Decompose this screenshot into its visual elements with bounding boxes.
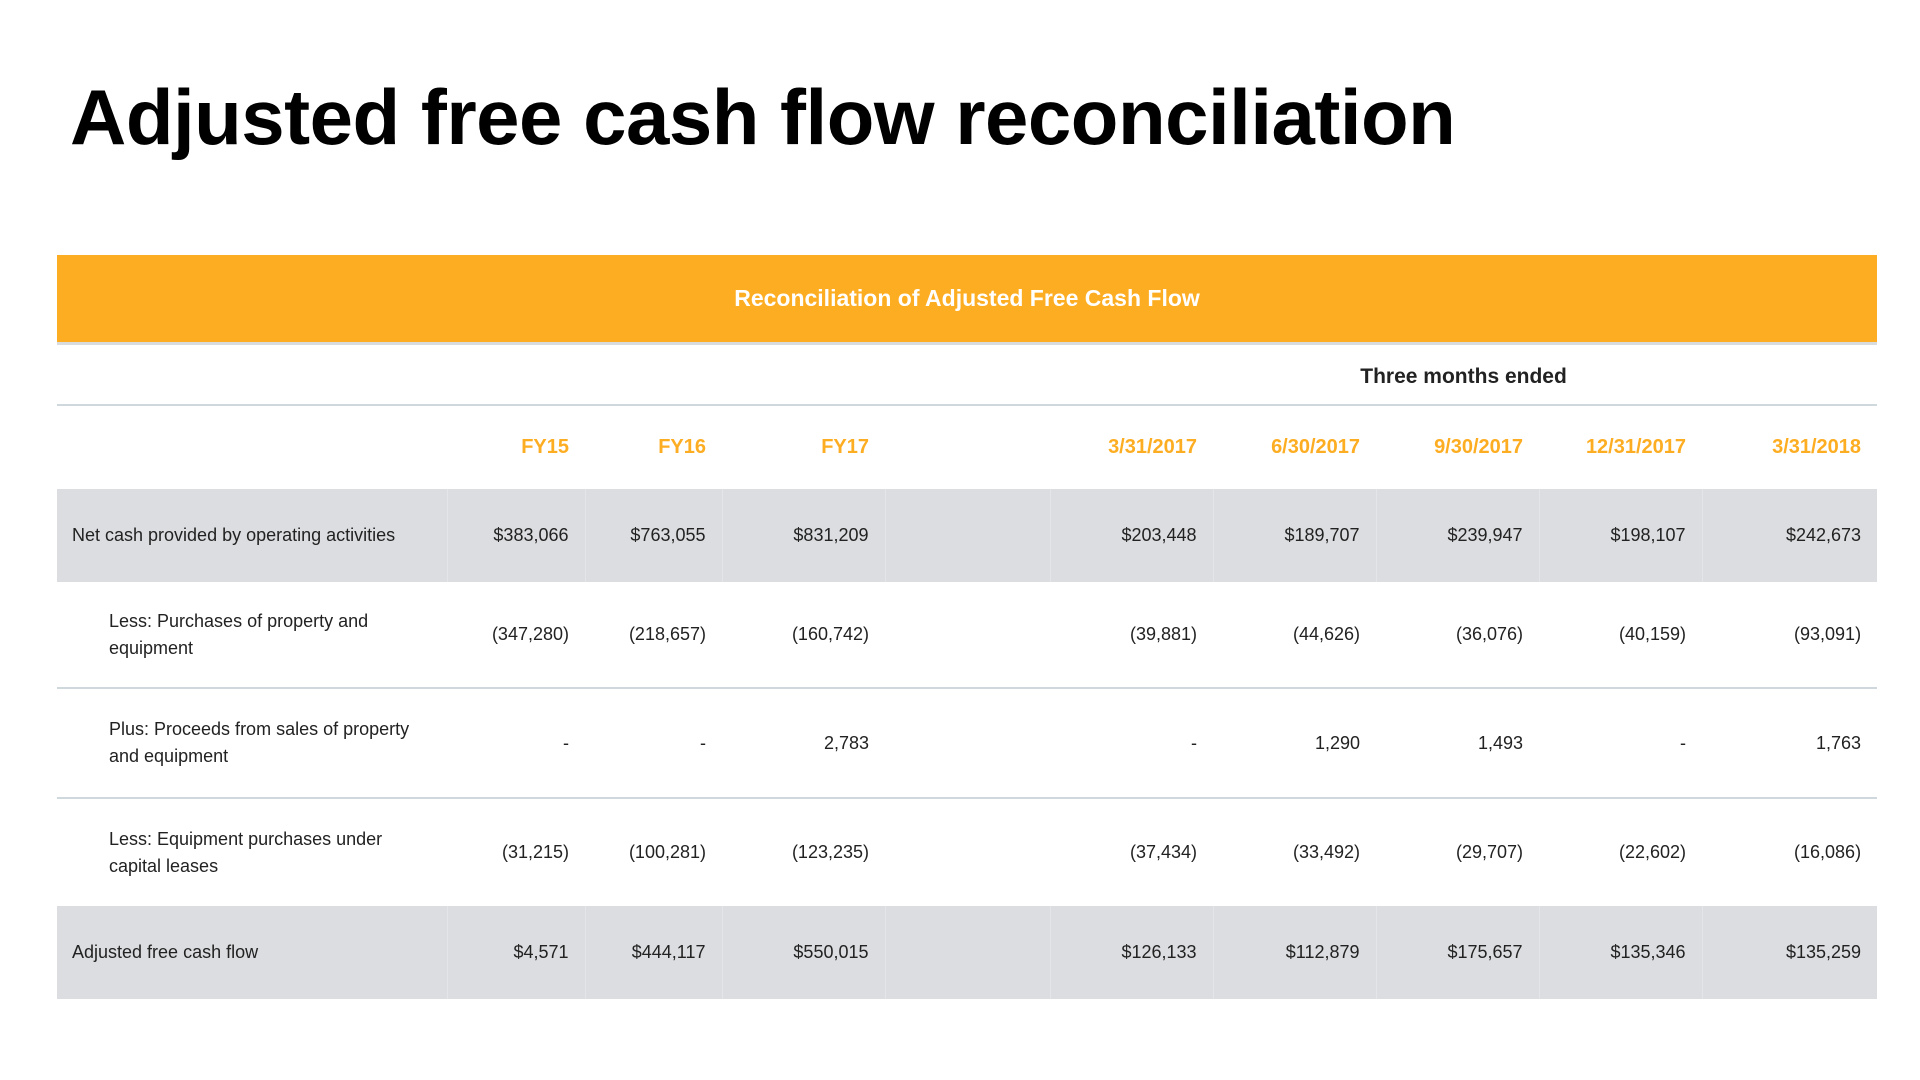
table-cell: (218,657) <box>585 582 722 689</box>
table-cell: $175,657 <box>1376 906 1540 999</box>
table-cell: - <box>1539 688 1703 799</box>
table-cell: $763,055 <box>585 489 723 582</box>
table-cell: (93,091) <box>1702 582 1878 689</box>
table-cell: $239,947 <box>1376 489 1540 582</box>
table-cell: 1,493 <box>1376 688 1540 799</box>
reconciliation-table: Reconciliation of Adjusted Free Cash Flo… <box>57 255 1878 999</box>
table-cell: $135,259 <box>1702 906 1878 999</box>
table-cell: $112,879 <box>1213 906 1377 999</box>
table-cell: (33,492) <box>1213 798 1377 906</box>
table-cell: $189,707 <box>1213 489 1377 582</box>
table-cell: $444,117 <box>585 906 723 999</box>
column-header: FY16 <box>658 436 706 458</box>
table-cell: - <box>1050 688 1214 799</box>
table-row: Less: Equipment purchases under capital … <box>57 798 1878 906</box>
row-label: Less: Purchases of property and equipmen… <box>57 582 447 689</box>
table-cell: (100,281) <box>585 798 722 906</box>
column-header: 12/31/2017 <box>1585 436 1687 458</box>
table-cell: $383,066 <box>447 489 586 582</box>
table-cell: $135,346 <box>1539 906 1703 999</box>
row-label: Adjusted free cash flow <box>57 906 448 999</box>
table-cell: 2,783 <box>722 688 885 799</box>
table-cell: (39,881) <box>1050 582 1214 689</box>
table-cell: $4,571 <box>447 906 586 999</box>
table-cell: - <box>585 688 722 799</box>
cash-flow-table: Three months ended FY15 FY16 FY17 3/31/2… <box>57 345 1878 999</box>
column-header: 6/30/2017 <box>1271 436 1361 458</box>
column-header: FY15 <box>521 436 569 458</box>
page-title: Adjusted free cash flow reconciliation <box>70 73 1456 161</box>
table-cell: (37,434) <box>1050 798 1214 906</box>
table-cell: (347,280) <box>447 582 585 689</box>
table-cell: $242,673 <box>1702 489 1878 582</box>
table-banner: Reconciliation of Adjusted Free Cash Flo… <box>57 255 1877 345</box>
table-cell: (16,086) <box>1702 798 1878 906</box>
table-cell: (22,602) <box>1539 798 1703 906</box>
column-header: FY17 <box>821 436 869 458</box>
table-cell: $203,448 <box>1050 489 1214 582</box>
row-label: Net cash provided by operating activitie… <box>57 489 448 582</box>
column-header-row: FY15 FY16 FY17 3/31/2017 6/30/2017 9/30/… <box>57 405 1877 489</box>
table-cell: (29,707) <box>1376 798 1540 906</box>
three-months-ended-label: Three months ended <box>1050 345 1878 406</box>
table-row: Net cash provided by operating activitie… <box>57 489 1878 582</box>
table-cell: $831,209 <box>722 489 886 582</box>
row-label: Plus: Proceeds from sales of property an… <box>57 688 447 799</box>
table-cell: - <box>447 688 585 799</box>
table-row: Plus: Proceeds from sales of property an… <box>57 688 1878 799</box>
column-header: 9/30/2017 <box>1434 436 1524 458</box>
table-cell: (44,626) <box>1213 582 1377 689</box>
table-cell: $550,015 <box>722 906 886 999</box>
table-cell: 1,290 <box>1213 688 1377 799</box>
table-cell: (31,215) <box>447 798 585 906</box>
table-cell: (36,076) <box>1376 582 1540 689</box>
row-label: Less: Equipment purchases under capital … <box>57 798 447 906</box>
table-cell: $126,133 <box>1050 906 1214 999</box>
table-row: Adjusted free cash flow $4,571 $444,117 … <box>57 906 1878 999</box>
table-cell: $198,107 <box>1539 489 1703 582</box>
table-cell: (160,742) <box>722 582 885 689</box>
super-header-row: Three months ended <box>57 345 1878 406</box>
table-cell: 1,763 <box>1702 688 1878 799</box>
table-cell: (123,235) <box>722 798 885 906</box>
table-cell: (40,159) <box>1539 582 1703 689</box>
table-row: Less: Purchases of property and equipmen… <box>57 582 1878 689</box>
column-header: 3/31/2017 <box>1108 436 1198 458</box>
column-header: 3/31/2018 <box>1772 436 1862 458</box>
